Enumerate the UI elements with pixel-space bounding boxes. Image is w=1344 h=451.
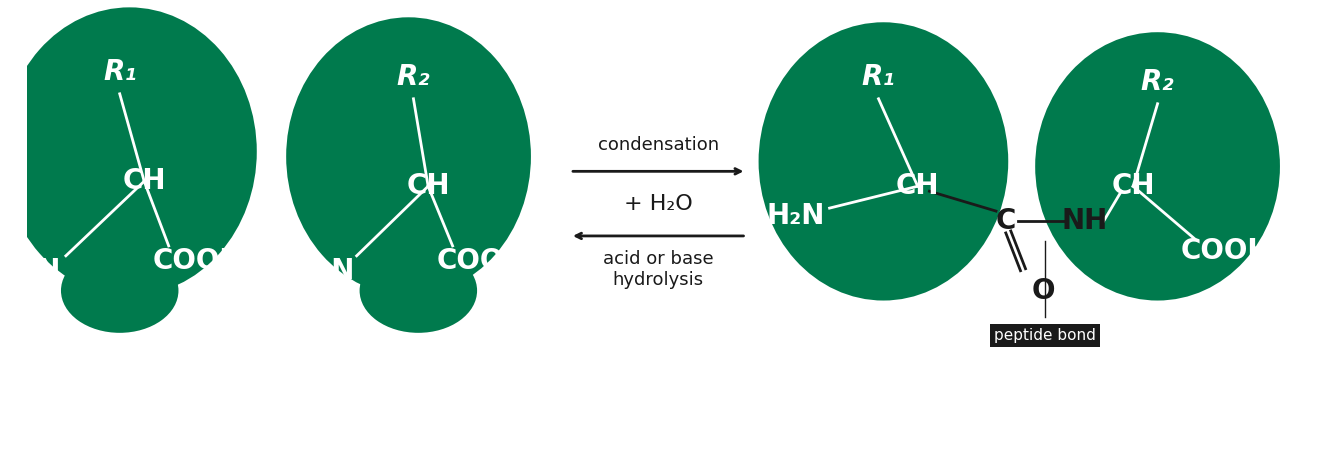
Ellipse shape xyxy=(758,22,1008,300)
Text: R₁: R₁ xyxy=(103,58,137,86)
Text: H₂N: H₂N xyxy=(3,257,60,285)
Text: COOH: COOH xyxy=(1181,237,1271,265)
Text: COOH: COOH xyxy=(437,247,527,275)
Ellipse shape xyxy=(286,17,531,295)
Ellipse shape xyxy=(3,7,257,295)
Text: R₂: R₂ xyxy=(396,63,430,91)
Text: CH: CH xyxy=(122,167,165,195)
Ellipse shape xyxy=(1035,32,1279,300)
Text: CH: CH xyxy=(896,172,939,200)
Text: peptide bond: peptide bond xyxy=(995,328,1095,343)
Text: H₂N: H₂N xyxy=(296,257,355,285)
Ellipse shape xyxy=(360,249,477,333)
Text: C: C xyxy=(996,207,1016,235)
Ellipse shape xyxy=(60,249,179,333)
Text: R₂: R₂ xyxy=(1141,68,1175,96)
Text: R₁: R₁ xyxy=(862,63,895,91)
Text: CH: CH xyxy=(1111,172,1154,200)
Text: COOH: COOH xyxy=(153,247,243,275)
Text: condensation: condensation xyxy=(598,137,719,154)
Text: O: O xyxy=(1031,276,1055,304)
Text: acid or base
hydrolysis: acid or base hydrolysis xyxy=(603,250,714,289)
Text: NH: NH xyxy=(1060,207,1107,235)
Text: H₂N: H₂N xyxy=(766,202,824,230)
Text: CH: CH xyxy=(406,172,450,200)
Text: + H₂O: + H₂O xyxy=(624,193,692,214)
